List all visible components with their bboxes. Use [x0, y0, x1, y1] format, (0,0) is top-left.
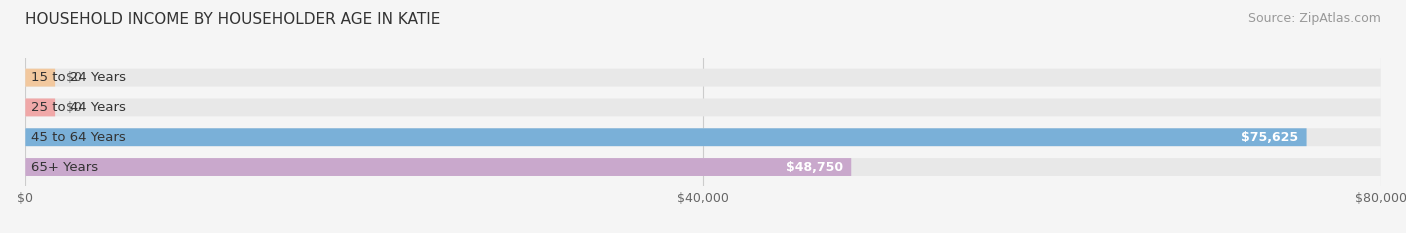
Text: 45 to 64 Years: 45 to 64 Years — [31, 131, 125, 144]
FancyBboxPatch shape — [25, 128, 1381, 146]
Text: $48,750: $48,750 — [786, 161, 842, 174]
Text: 25 to 44 Years: 25 to 44 Years — [31, 101, 125, 114]
Text: $0: $0 — [66, 71, 82, 84]
Text: 65+ Years: 65+ Years — [31, 161, 98, 174]
FancyBboxPatch shape — [25, 99, 1381, 116]
FancyBboxPatch shape — [25, 158, 1381, 176]
Text: 15 to 24 Years: 15 to 24 Years — [31, 71, 125, 84]
Text: $0: $0 — [66, 101, 82, 114]
Text: Source: ZipAtlas.com: Source: ZipAtlas.com — [1247, 12, 1381, 25]
Text: HOUSEHOLD INCOME BY HOUSEHOLDER AGE IN KATIE: HOUSEHOLD INCOME BY HOUSEHOLDER AGE IN K… — [25, 12, 440, 27]
FancyBboxPatch shape — [25, 128, 1306, 146]
FancyBboxPatch shape — [25, 69, 55, 87]
FancyBboxPatch shape — [25, 99, 55, 116]
Text: $75,625: $75,625 — [1241, 131, 1298, 144]
FancyBboxPatch shape — [25, 158, 851, 176]
FancyBboxPatch shape — [25, 69, 1381, 87]
